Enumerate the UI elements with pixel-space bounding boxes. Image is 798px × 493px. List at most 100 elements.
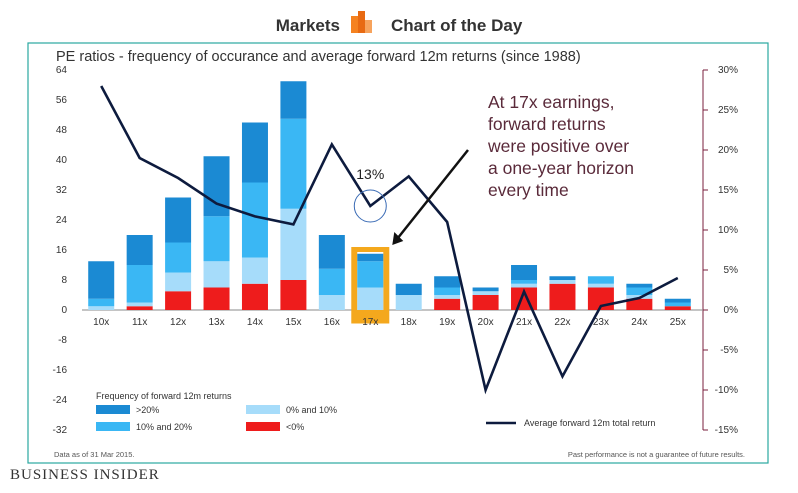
bar-25x-series-3 <box>664 298 691 303</box>
bar-12x-series-0 <box>165 291 192 310</box>
bar-21x-series-3 <box>511 265 538 280</box>
bar-11x-series-0 <box>126 306 153 310</box>
legend-title: Frequency of forward 12m returns <box>96 391 232 401</box>
left-tick-label: 64 <box>56 65 68 76</box>
bar-15x-series-1 <box>280 208 307 280</box>
bar-19x-series-1 <box>434 295 461 299</box>
right-tick-label: 25% <box>718 105 738 116</box>
annotation-text-line: At 17x earnings, <box>488 92 614 112</box>
axes: 64 56 48 40 32 24 16 8 0 -8 -16 -24 -32 30% 25% 20% 15% 1… <box>53 65 739 436</box>
annotation-13-percent: 13% <box>356 166 384 182</box>
bar-12x-series-1 <box>165 272 192 292</box>
bar-25x-series-2 <box>664 302 691 307</box>
bar-24x-series-0 <box>626 298 653 310</box>
bar-19x-series-2 <box>434 287 461 295</box>
return-line <box>100 85 679 395</box>
bar-16x-series-1 <box>318 295 345 310</box>
bar-14x-series-1 <box>241 257 268 284</box>
business-insider-logo: BUSINESS INSIDER <box>10 467 160 483</box>
bar-14x-series-0 <box>241 283 268 310</box>
bar-10x-series-2 <box>88 298 115 307</box>
x-tick-label: 17x <box>362 317 378 328</box>
bar-17x-series-1 <box>357 287 384 310</box>
x-tick-label: 19x <box>439 317 455 328</box>
bar-24x-series-2 <box>626 287 653 295</box>
left-tick-label: 24 <box>56 215 68 226</box>
left-tick-label: -32 <box>53 425 68 436</box>
left-tick-label: -8 <box>58 335 67 346</box>
bar-17x-series-2 <box>357 261 384 288</box>
legend-swatch <box>246 422 280 431</box>
annotation-text-line: a one-year horizon <box>488 158 634 178</box>
bar-16x-series-2 <box>318 268 345 295</box>
bar-13x-series-2 <box>203 216 230 262</box>
bar-22x-series-1 <box>549 280 576 284</box>
x-tick-label: 25x <box>670 317 686 328</box>
bar-20x-series-1 <box>472 291 499 295</box>
bar-17x-series-3 <box>357 253 384 262</box>
x-tick-label: 12x <box>170 317 186 328</box>
bar-19x-series-3 <box>434 276 461 288</box>
footnote-disclaimer: Past performance is not a guarantee of f… <box>568 450 745 459</box>
x-tick-label: 13x <box>208 317 224 328</box>
right-tick-label: 20% <box>718 145 738 156</box>
bar-20x-series-0 <box>472 295 499 310</box>
bar-23x-series-2 <box>587 276 614 284</box>
annotation-text-line: forward returns <box>488 114 606 134</box>
arrow-head-icon <box>392 232 404 245</box>
bar-16x-series-3 <box>318 235 345 269</box>
bar-12x-series-2 <box>165 242 192 273</box>
right-tick-label: -5% <box>720 345 738 356</box>
line-legend-label: Average forward 12m total return <box>524 418 655 428</box>
left-tick-label: 32 <box>56 185 68 196</box>
x-tick-label: 11x <box>132 317 147 328</box>
right-tick-label: 15% <box>718 185 738 196</box>
bar-22x-series-3 <box>549 276 576 280</box>
right-tick-label: 10% <box>718 225 738 236</box>
bar-10x-series-1 <box>88 306 115 310</box>
legend-label: >20% <box>136 405 159 415</box>
left-tick-label: -24 <box>53 395 68 406</box>
x-tick-label: 24x <box>631 317 647 328</box>
bar-18x-series-3 <box>395 283 422 295</box>
right-tick-label: -15% <box>715 425 738 436</box>
x-tick-label: 18x <box>401 317 417 328</box>
bar-24x-series-3 <box>626 283 653 288</box>
bar-15x-series-3 <box>280 81 307 119</box>
header-chart-of-the-day: Chart of the Day <box>391 16 523 35</box>
legend-swatch <box>246 405 280 414</box>
left-tick-label: 40 <box>56 155 68 166</box>
bar-13x-series-1 <box>203 261 230 288</box>
left-tick-label: 56 <box>56 95 68 106</box>
bar-11x-series-2 <box>126 265 153 303</box>
legend-label: 0% and 10% <box>286 405 337 415</box>
bar-18x-series-1 <box>395 295 422 310</box>
bar-21x-series-1 <box>511 283 538 288</box>
legend-label: <0% <box>286 422 304 432</box>
circle-17x-point <box>353 189 387 223</box>
x-tick-label: 15x <box>285 317 301 328</box>
bar-14x-series-3 <box>241 122 268 183</box>
legend: Frequency of forward 12m returns >20% 10% … <box>96 391 655 432</box>
annotation-text-line: every time <box>488 180 569 200</box>
left-tick-label: 16 <box>56 245 68 256</box>
bars: 10x 11x 12x 13x 14x 15x 16x 17x 18x 19x 20x 21x 22x 2… <box>88 81 691 328</box>
left-tick-label: 8 <box>61 275 67 286</box>
bar-14x-series-2 <box>241 182 268 258</box>
bar-10x-series-3 <box>88 261 115 299</box>
x-tick-label: 16x <box>324 317 340 328</box>
x-tick-label: 14x <box>247 317 263 328</box>
right-tick-label: -10% <box>715 385 738 396</box>
bar-21x-series-2 <box>511 280 538 284</box>
chart-frame <box>27 42 769 464</box>
bar-15x-series-2 <box>280 118 307 209</box>
x-tick-label: 23x <box>593 317 609 328</box>
bar-11x-series-3 <box>126 235 153 265</box>
annotation-text-line: were positive over <box>487 136 629 156</box>
left-tick-label: -16 <box>53 365 68 376</box>
annotation-arrow <box>395 149 469 241</box>
legend-swatch <box>96 422 130 431</box>
